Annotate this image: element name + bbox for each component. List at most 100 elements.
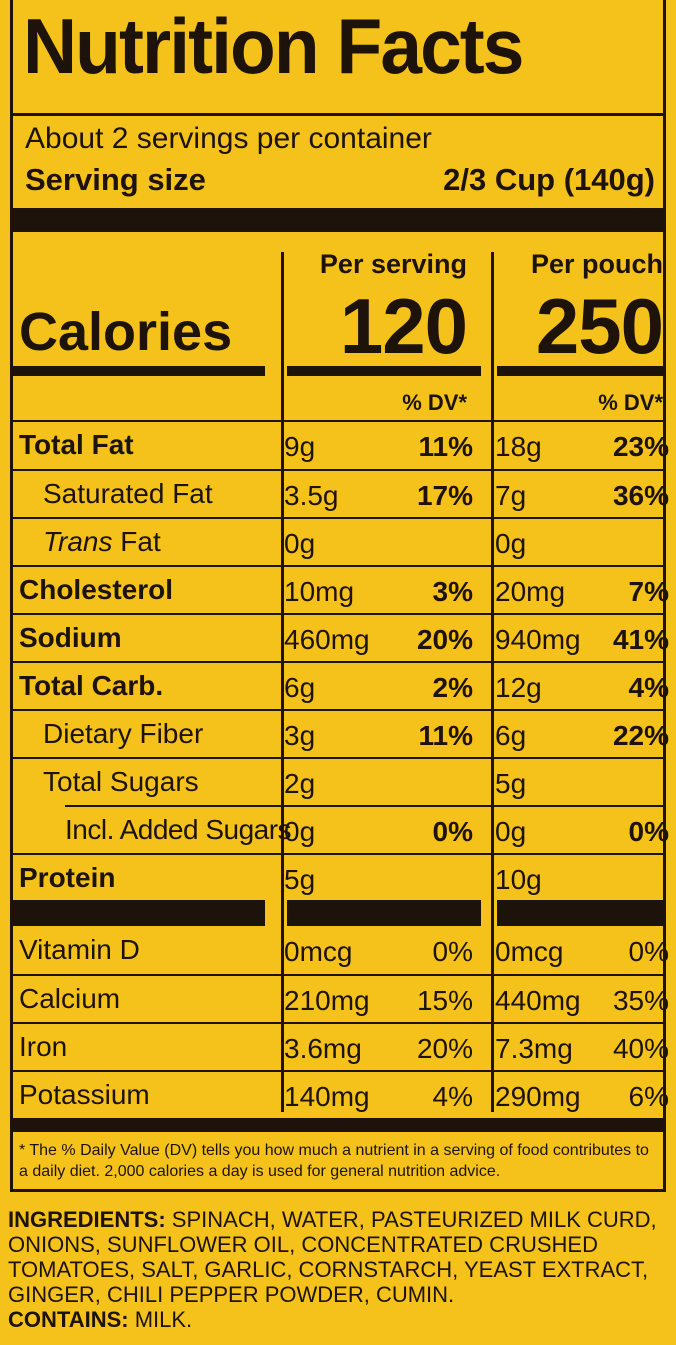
divider [13,565,663,567]
dv-pouch: 40% [612,1033,669,1064]
table-row: Total Carb. 6g 2% 12g 4% [13,662,669,710]
per-pouch-header: Per pouch [530,249,663,279]
amount-serving: 6g [284,672,316,703]
divider [13,661,663,663]
divider [13,1022,663,1024]
calories-label: Calories [19,302,233,362]
amount-pouch: 940mg [495,624,581,655]
nutrient-name: Cholesterol [19,574,174,605]
dv-serving: 3% [432,576,473,607]
dv-pouch: 35% [612,985,669,1016]
nutrient-name: Saturated Fat [43,478,213,509]
amount-serving: 3g [284,720,316,751]
amount-serving: 0g [284,816,316,847]
dv-serving: 15% [416,985,473,1016]
divider [13,469,663,471]
nutrition-facts-panel: Nutrition Facts About 2 servings per con… [10,0,669,1192]
dv-serving: 2% [432,672,473,703]
ingredients-label: INGREDIENTS: [8,1207,166,1232]
table-row: Dietary Fiber 3g 11% 6g 22% [13,710,669,758]
contains-text: MILK. [128,1307,193,1332]
divider [13,1070,663,1072]
ingredients-block: INGREDIENTS: SPINACH, WATER, PASTEURIZED… [8,1207,668,1332]
dv-serving: 17% [416,480,473,511]
vitamin-name: Vitamin D [19,934,140,965]
dv-serving: 20% [416,1033,473,1064]
amount-pouch: 0g [495,528,527,559]
nutrient-name: Dietary Fiber [43,718,204,749]
table-row: Saturated Fat 3.5g 17% 7g 36% [13,470,669,518]
serving-size-value: 2/3 Cup (140g) [443,162,655,197]
dv-label-serving: % DV* [402,390,467,415]
divider [13,757,663,759]
table-row: Protein 5g 10g [13,854,669,902]
amount-serving: 0mcg [284,936,353,967]
amount-serving: 3.5g [284,480,339,511]
amount-serving: 3.6mg [284,1033,362,1064]
calories-per-serving: 120 [339,282,468,370]
amount-serving: 10mg [284,576,355,607]
nutrient-name: Trans Fat [43,526,161,557]
calories-per-pouch: 250 [535,282,664,370]
column-divider-left [281,252,284,1112]
divider [13,853,663,855]
nutrient-name: Total Fat [19,429,134,460]
amount-pouch: 0mcg [495,936,564,967]
vitamin-bar-left [13,900,265,926]
amount-serving: 9g [284,431,316,462]
dv-serving: 0% [432,936,473,967]
nutrient-name: Total Carb. [19,670,164,701]
dv-pouch: 7% [628,576,669,607]
ingredients-text: SPINACH, WATER, PASTEURIZED MILK CURD, O… [8,1207,657,1307]
calories-bar-mid [287,366,481,376]
table-row: Calcium 210mg 15% 440mg 35% [13,975,669,1023]
dv-pouch: 6% [628,1081,669,1112]
amount-serving: 460mg [284,624,370,655]
dv-serving: 11% [418,720,474,751]
dv-pouch: 0% [628,816,669,847]
divider [13,974,663,976]
divider [13,113,663,116]
vitamin-bar-mid [287,900,481,926]
serving-size-label: Serving size [25,162,206,197]
dv-pouch: 0% [628,936,669,967]
amount-serving: 210mg [284,985,370,1016]
table-row: Trans Fat 0g 0g [13,518,669,566]
divider [13,709,663,711]
table-row: Sodium 460mg 20% 940mg 41% [13,614,669,662]
amount-pouch: 7g [495,480,527,511]
amount-pouch: 12g [495,672,542,703]
dv-pouch: 4% [628,672,669,703]
vitamin-name: Iron [19,1031,68,1062]
per-serving-header: Per serving [319,249,467,279]
footnote-bar [13,1118,663,1132]
dv-serving: 0% [432,816,473,847]
amount-pouch: 0g [495,816,527,847]
amount-pouch: 440mg [495,985,581,1016]
amount-serving: 0g [284,528,316,559]
table-row: Potassium 140mg 4% 290mg 6% [13,1071,669,1119]
amount-pouch: 20mg [495,576,566,607]
column-divider-right [491,252,494,1112]
calories-bar-left [13,366,265,376]
amount-serving: 5g [284,864,316,895]
dv-pouch: 41% [612,624,669,655]
thick-bar [13,208,663,232]
nutrient-name: Sodium [19,622,122,653]
footnote: * The % Daily Value (DV) tells you how m… [19,1142,649,1180]
vitamin-bar-right [497,900,663,926]
table-row: Iron 3.6mg 20% 7.3mg 40% [13,1023,669,1071]
dv-pouch: 22% [612,720,669,751]
divider [13,517,663,519]
dv-serving: 4% [432,1081,473,1112]
table-row: Total Fat 9g 11% 18g 23% [13,421,669,469]
servings-per-container: About 2 servings per container [25,122,432,155]
dv-pouch: 23% [612,431,669,462]
calories-bar-right [497,366,663,376]
amount-pouch: 5g [495,768,527,799]
dv-pouch: 36% [612,480,669,511]
amount-serving: 140mg [284,1081,370,1112]
dv-serving: 20% [416,624,473,655]
contains-label: CONTAINS: [8,1307,129,1332]
panel-title: Nutrition Facts [23,2,524,90]
